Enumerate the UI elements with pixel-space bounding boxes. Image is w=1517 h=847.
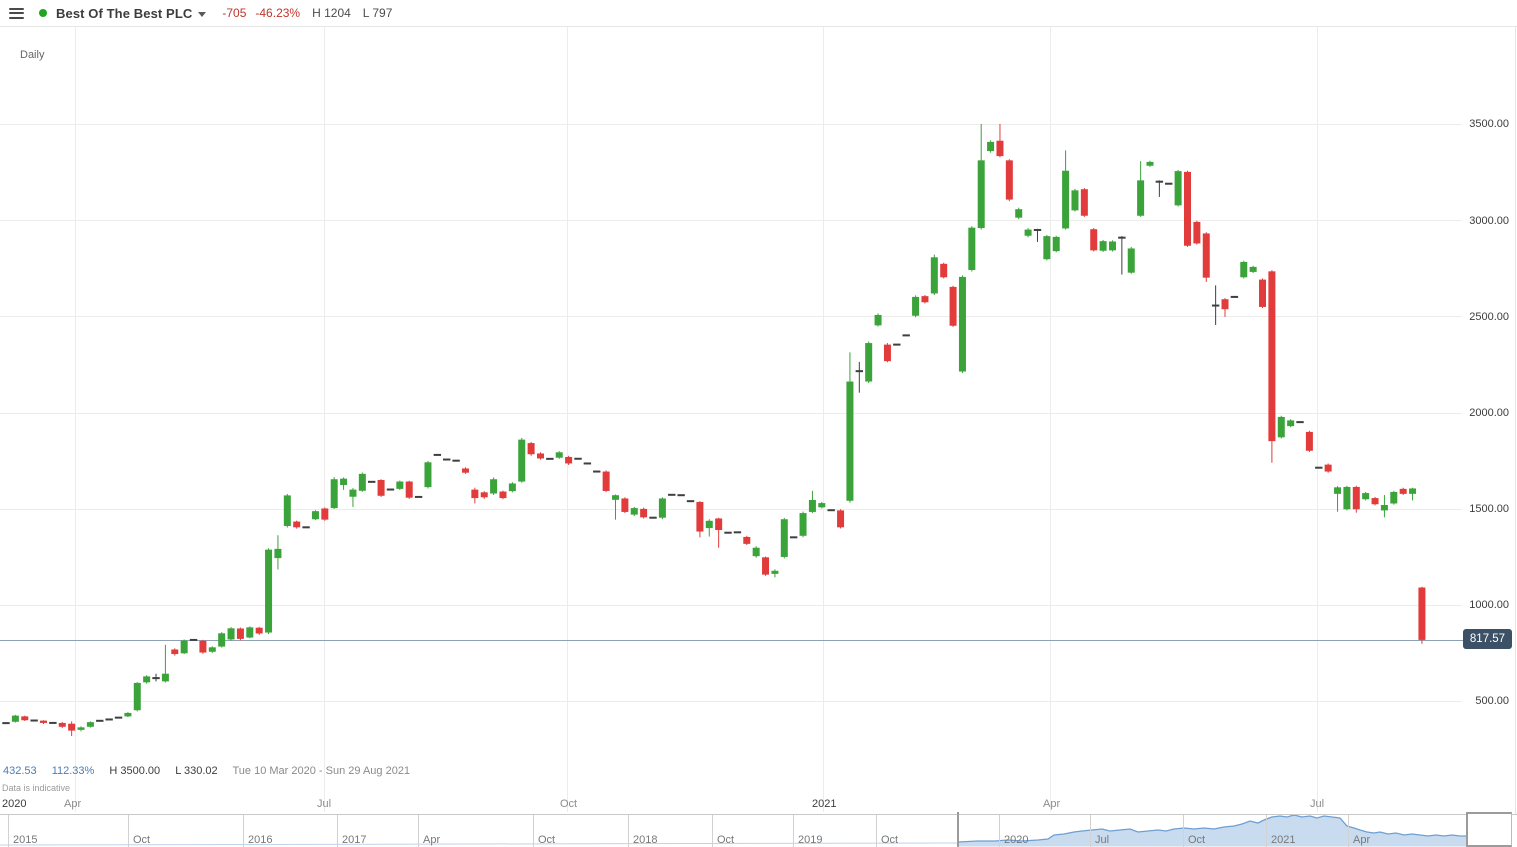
- navigator-cell-border: [793, 815, 794, 847]
- x-axis-label: 2021: [812, 798, 837, 810]
- hamburger-menu-icon[interactable]: [9, 7, 24, 19]
- range-change-pct: 112.33%: [51, 765, 95, 777]
- navigator-cell-border: [128, 815, 129, 847]
- day-low: L 797: [362, 6, 393, 20]
- navigator-label: 2016: [248, 834, 273, 846]
- y-axis-label: 1500.00: [1469, 503, 1509, 515]
- y-axis-label: 2000.00: [1469, 407, 1509, 419]
- interval-label[interactable]: Daily: [20, 49, 45, 61]
- y-axis-label: 3500.00: [1469, 118, 1509, 130]
- navigator-label: Oct: [133, 834, 151, 846]
- navigator-label: Oct: [538, 834, 556, 846]
- navigator-cell-border: [533, 815, 534, 847]
- range-high: H 3500.00: [109, 765, 161, 777]
- navigator-cell-border: [1348, 815, 1349, 847]
- navigator-selection-start-handle[interactable]: [957, 812, 959, 847]
- range-low: L 330.02: [175, 765, 218, 777]
- price-change: -705: [222, 6, 247, 20]
- x-axis-label: 2020: [2, 798, 27, 810]
- x-axis-label: Apr: [64, 798, 82, 810]
- y-axis-label: 1000.00: [1469, 599, 1509, 611]
- navigator-end-box[interactable]: [1466, 812, 1512, 847]
- x-axis-label: Apr: [1043, 798, 1061, 810]
- x-axis-label: Jul: [1310, 798, 1325, 810]
- navigator-label: 2017: [342, 834, 367, 846]
- range-stats-row: 432.53 112.33% H 3500.00 L 330.02 Tue 10…: [3, 765, 422, 777]
- instrument-title[interactable]: Best Of The Best PLC: [56, 5, 193, 21]
- navigator-cell-border: [8, 815, 9, 847]
- navigator-cell-border: [1266, 815, 1267, 847]
- data-indicative-note: Data is indicative: [2, 783, 71, 793]
- navigator-label: Oct: [717, 834, 735, 846]
- navigator-label: Oct: [1188, 834, 1206, 846]
- navigator-cell-border: [628, 815, 629, 847]
- market-status-dot-icon: [39, 9, 47, 17]
- price-change-pct: -46.23%: [255, 6, 301, 20]
- navigator-label: Jul: [1095, 834, 1110, 846]
- x-axis-label: Oct: [560, 798, 578, 810]
- current-price-badge: 817.57: [1463, 629, 1512, 649]
- chevron-down-icon[interactable]: [198, 11, 207, 17]
- x-axis-label: Jul: [317, 798, 332, 810]
- navigator-cell-border: [418, 815, 419, 847]
- day-high: H 1204: [312, 6, 351, 20]
- navigator-cell-border: [712, 815, 713, 847]
- navigator-label: 2015: [13, 834, 38, 846]
- timeline-navigator[interactable]: 2015 Oct 2016 2017 Apr Oct 2018 Oct 2019 Oct 2020 J…: [0, 812, 1517, 847]
- navigator-label: 2020: [1004, 834, 1029, 846]
- y-axis-label: 3000.00: [1469, 215, 1509, 227]
- navigator-label: 2019: [798, 834, 823, 846]
- navigator-cell-border: [1090, 815, 1091, 847]
- navigator-cell-border: [876, 815, 877, 847]
- navigator-label: Oct: [881, 834, 899, 846]
- navigator-cell-border: [999, 815, 1000, 847]
- visible-range: Tue 10 Mar 2020 - Sun 29 Aug 2021: [232, 765, 411, 777]
- y-axis-label: 2500.00: [1469, 311, 1509, 323]
- x-axis: 2020 Apr Jul Oct 2021 Apr Jul: [0, 796, 1517, 814]
- navigator-label: Apr: [423, 834, 441, 846]
- navigator-label: 2021: [1271, 834, 1296, 846]
- navigator-cell-border: [1183, 815, 1184, 847]
- navigator-cell-border: [243, 815, 244, 847]
- range-change: 432.53: [3, 765, 37, 777]
- navigator-cell-border: [337, 815, 338, 847]
- navigator-label: 2018: [633, 834, 658, 846]
- y-axis-label: 500.00: [1475, 695, 1509, 707]
- navigator-label: Apr: [1353, 834, 1371, 846]
- chart-toolbar: Best Of The Best PLC -705 -46.23% H 1204…: [0, 0, 1517, 27]
- axis-right-edge: [1515, 26, 1516, 814]
